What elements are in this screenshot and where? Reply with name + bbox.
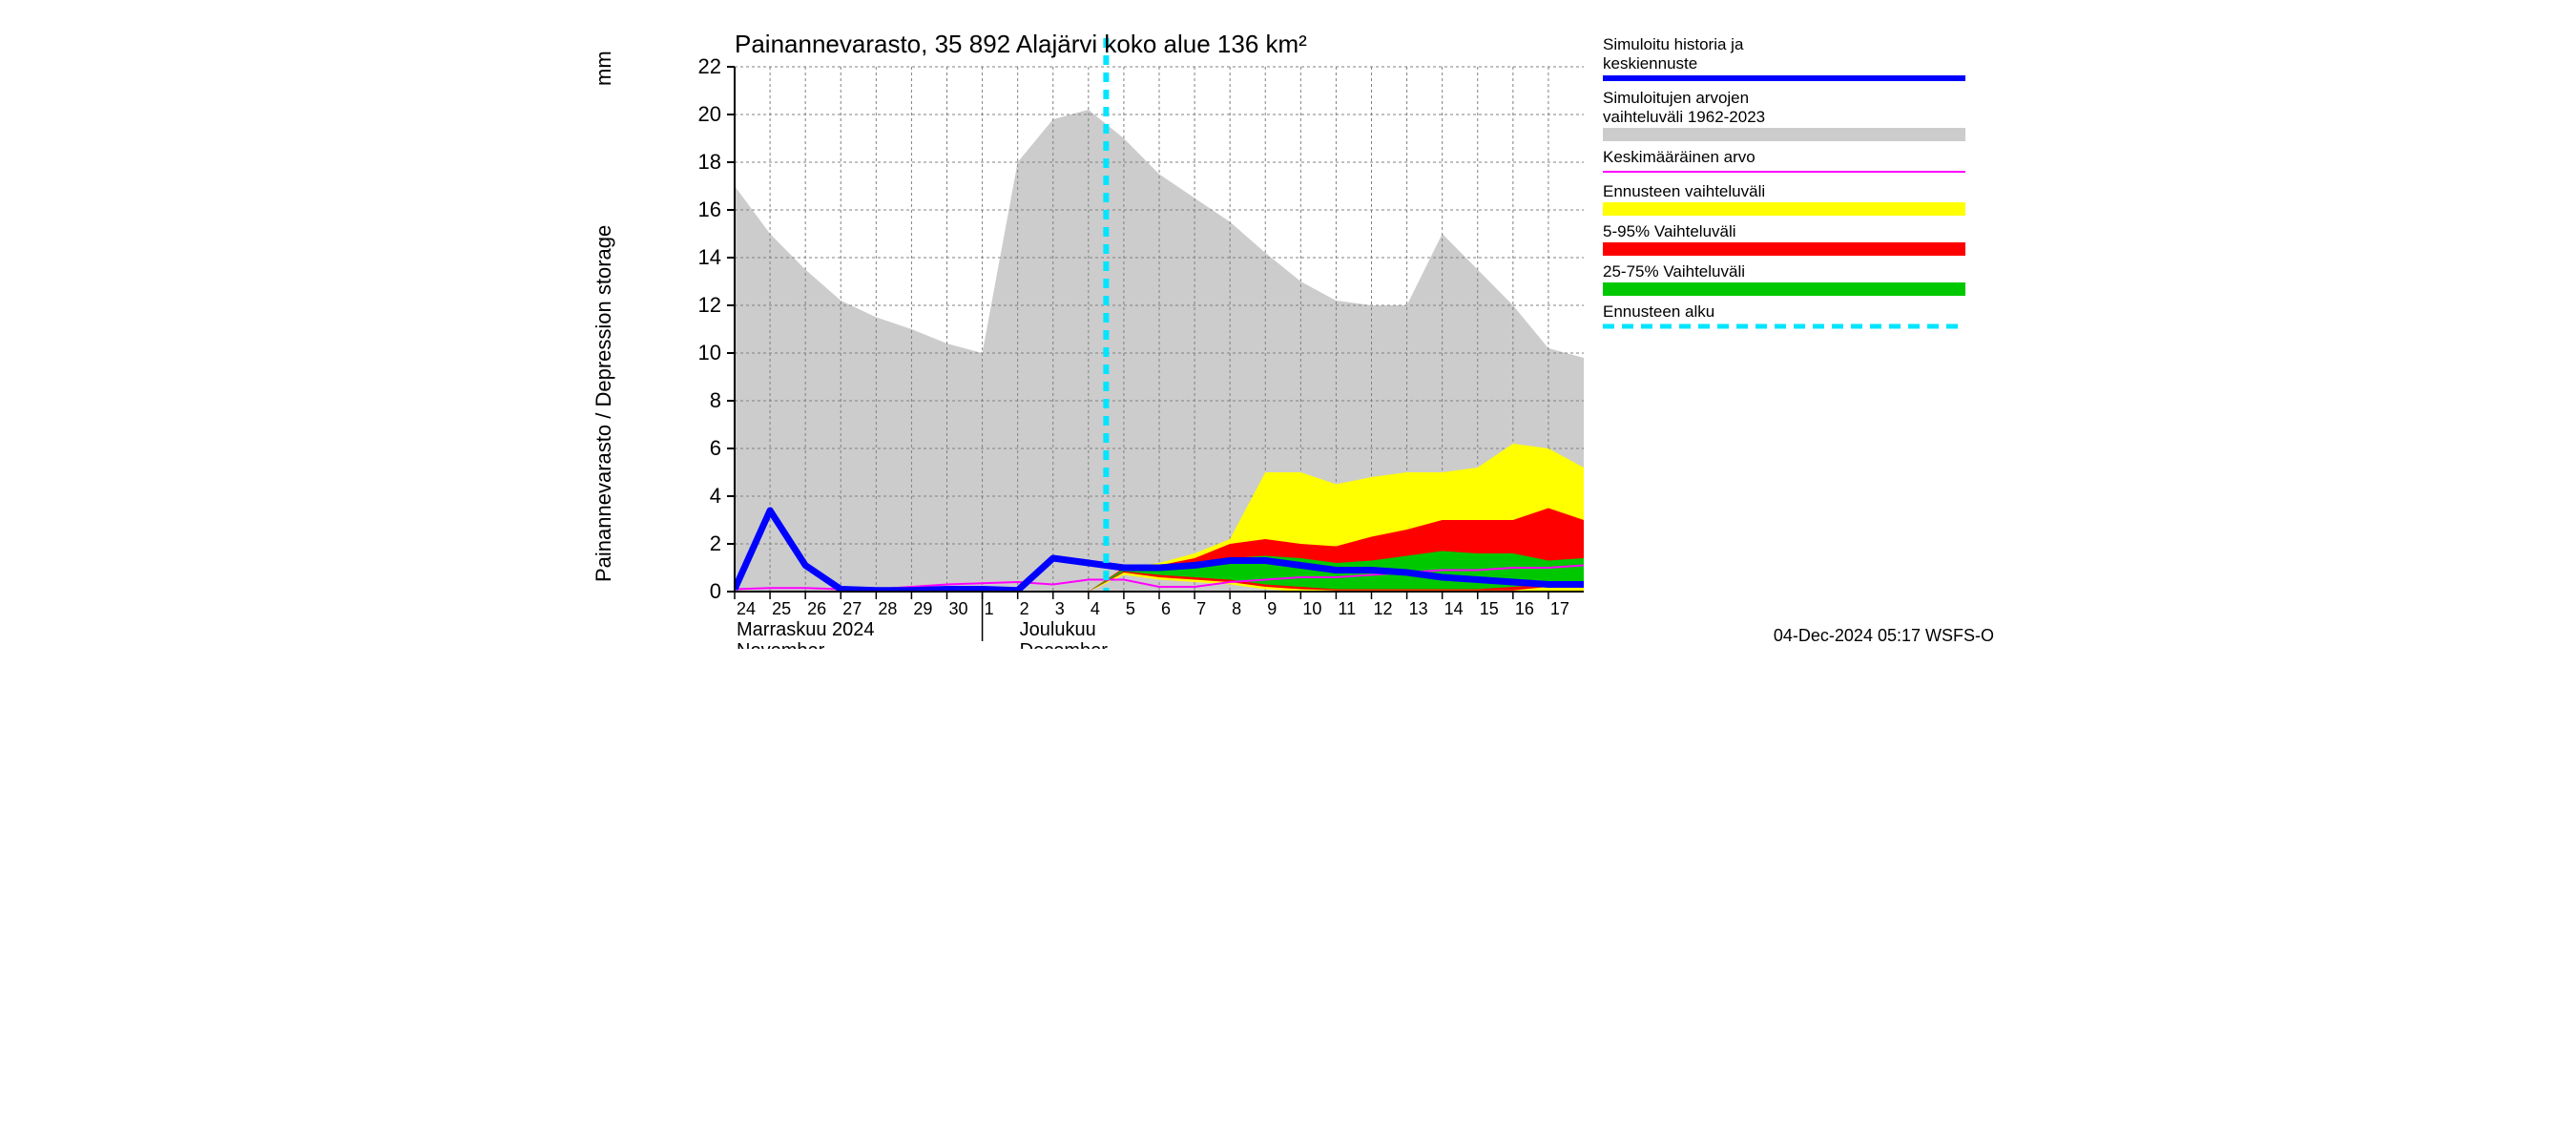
xtick-day: 8 [1232,599,1241,618]
chart-title: Painannevarasto, 35 892 Alajärvi koko al… [735,30,1307,58]
legend-label: Ennusteen alku [1603,302,1714,321]
ytick-label: 6 [710,436,721,460]
legend-swatch [1603,128,1965,141]
legend-label: 25-75% Vaihteluväli [1603,262,1745,281]
xtick-day: 4 [1091,599,1100,618]
xtick-day: 29 [913,599,932,618]
xtick-day: 2 [1020,599,1029,618]
month1-label: Marraskuu 2024 [737,619,875,640]
ytick-label: 16 [698,198,721,221]
legend-label: keskiennuste [1603,54,1697,73]
timestamp: 04-Dec-2024 05:17 WSFS-O [1774,626,1994,645]
legend-label: Keskimääräinen arvo [1603,148,1755,166]
xtick-day: 27 [842,599,862,618]
ytick-label: 10 [698,341,721,364]
ytick-label: 0 [710,579,721,603]
xtick-day: 30 [949,599,968,618]
month1-label-en: November [737,640,825,649]
ytick-label: 14 [698,245,721,269]
ytick-label: 18 [698,150,721,174]
xtick-day: 10 [1302,599,1321,618]
ytick-label: 22 [698,54,721,78]
xtick-day: 1 [985,599,994,618]
xtick-day: 28 [878,599,897,618]
xtick-day: 3 [1055,599,1065,618]
depression-storage-chart: 0246810121416182022242526272829301234567… [572,10,2004,649]
ytick-label: 8 [710,388,721,412]
xtick-day: 26 [807,599,826,618]
xtick-day: 11 [1338,599,1356,618]
legend-swatch [1603,242,1965,256]
xtick-day: 25 [772,599,791,618]
legend-label: Ennusteen vaihteluväli [1603,182,1765,200]
month2-label: Joulukuu [1020,619,1096,640]
xtick-day: 9 [1267,599,1277,618]
legend-label: vaihteluväli 1962-2023 [1603,108,1765,126]
xtick-day: 17 [1550,599,1569,618]
legend-label: Simuloitujen arvojen [1603,89,1749,107]
legend-swatch [1603,282,1965,296]
xtick-day: 6 [1161,599,1171,618]
ylabel: Painannevarasto / Depression storage [592,225,615,582]
xtick-day: 12 [1374,599,1393,618]
ytick-label: 12 [698,293,721,317]
ylabel-unit: mm [592,51,615,86]
xtick-day: 16 [1515,599,1534,618]
ytick-label: 20 [698,102,721,126]
legend-swatch [1603,202,1965,216]
xtick-day: 14 [1444,599,1464,618]
chart-svg: 0246810121416182022242526272829301234567… [572,10,2004,649]
legend-label: 5-95% Vaihteluväli [1603,222,1736,240]
ytick-label: 2 [710,531,721,555]
xtick-day: 5 [1126,599,1135,618]
legend-label: Simuloitu historia ja [1603,35,1744,53]
ytick-label: 4 [710,484,721,508]
xtick-day: 7 [1196,599,1206,618]
xtick-day: 15 [1480,599,1499,618]
month2-label-en: December [1020,640,1109,649]
xtick-day: 13 [1409,599,1428,618]
xtick-day: 24 [737,599,756,618]
